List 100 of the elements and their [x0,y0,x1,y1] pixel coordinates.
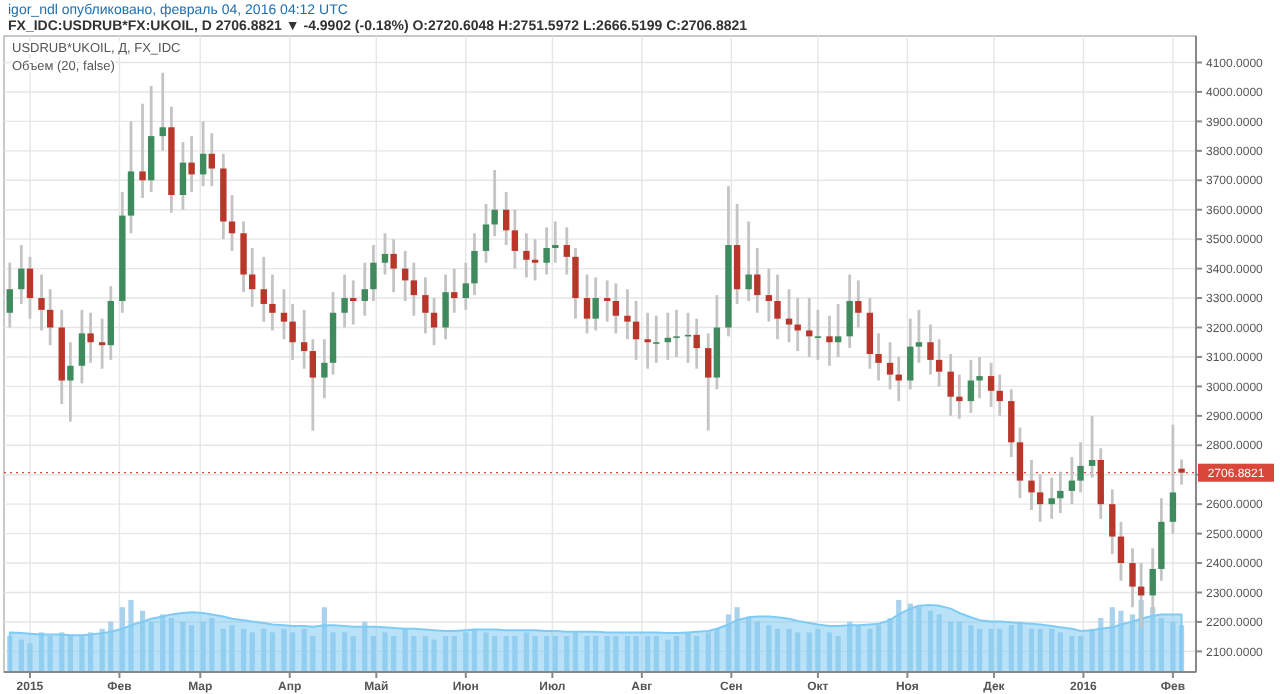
candlestick [814,308,822,362]
candlestick [179,140,187,212]
candlestick [240,220,247,294]
bar [7,636,13,672]
bar [47,636,53,672]
bar [99,628,105,672]
candlestick [46,287,54,347]
bar [483,632,489,672]
candlestick [430,296,438,347]
bar [725,614,732,672]
candlestick [653,314,660,365]
bar [229,625,235,672]
bar [160,614,166,672]
candlestick [321,337,328,400]
candlestick [208,131,216,188]
candlestick [583,273,591,335]
candlestick [381,231,389,276]
bar [1037,628,1043,672]
candlestick [370,243,377,303]
bar [988,628,994,672]
candlestick [895,355,902,403]
candlestick [188,134,195,194]
candlestick [572,246,579,321]
bar [835,636,841,672]
candlestick [422,276,429,335]
bar [564,636,570,672]
bar [442,636,449,672]
bar [1077,636,1084,672]
bar [532,636,538,672]
bar [240,628,247,672]
candlestick [350,278,357,326]
bar [1150,607,1156,672]
bar [67,636,73,672]
candlestick [442,273,449,341]
bar [1069,636,1075,672]
candlestick [1178,458,1185,486]
candlestick [26,255,34,321]
candlestick [1117,520,1125,583]
candlestick [996,373,1003,418]
candlestick [38,273,45,332]
bar [734,607,740,672]
bar [673,636,680,672]
bar [370,636,377,672]
bar [139,610,146,672]
candlestick [927,323,934,377]
bar [714,628,720,672]
candlestick [563,225,571,276]
bar [1170,621,1176,672]
candlestick [834,302,842,359]
candlestick [673,308,680,359]
candlestick [1097,446,1104,521]
candlestick [1129,546,1136,609]
candlestick [341,273,348,329]
bar [38,632,45,672]
candlestick [705,331,712,432]
candlestick [462,261,469,312]
bar [685,632,691,672]
bar [1158,618,1164,672]
candlestick [451,267,458,315]
candlestick [886,340,894,391]
candlestick [774,273,781,341]
bar [1178,625,1185,672]
bar [855,625,861,672]
bar [362,621,368,672]
bar [968,625,974,672]
candlestick [199,119,207,188]
bar [281,628,287,672]
candlestick [765,267,773,324]
bar [826,632,833,672]
candlestick [754,246,761,315]
candlestick [855,278,862,329]
bar [552,636,558,672]
candlestick [967,358,975,415]
candlestick [632,299,640,362]
candlestick [300,308,308,371]
bar [148,621,154,672]
candlestick [159,71,166,153]
bar [936,614,942,672]
candlestick [280,287,288,341]
candlestick [826,314,833,368]
candlestick [1028,458,1035,512]
bar [180,621,186,672]
candlestick [523,231,530,279]
candlestick [18,243,25,306]
bar [471,628,478,672]
candlestick [1088,414,1096,480]
bar [1118,610,1124,672]
bar [544,636,550,672]
candlestick [503,190,510,247]
bar [746,618,752,672]
candlestick [866,296,874,371]
candlestick [98,317,106,371]
candlestick [361,261,368,318]
candlestick [693,317,700,371]
candlestick [935,337,943,388]
bar [766,625,772,672]
candlestick [1048,476,1055,521]
candlestick [390,237,397,294]
bar [613,636,619,672]
candlestick [624,287,631,341]
